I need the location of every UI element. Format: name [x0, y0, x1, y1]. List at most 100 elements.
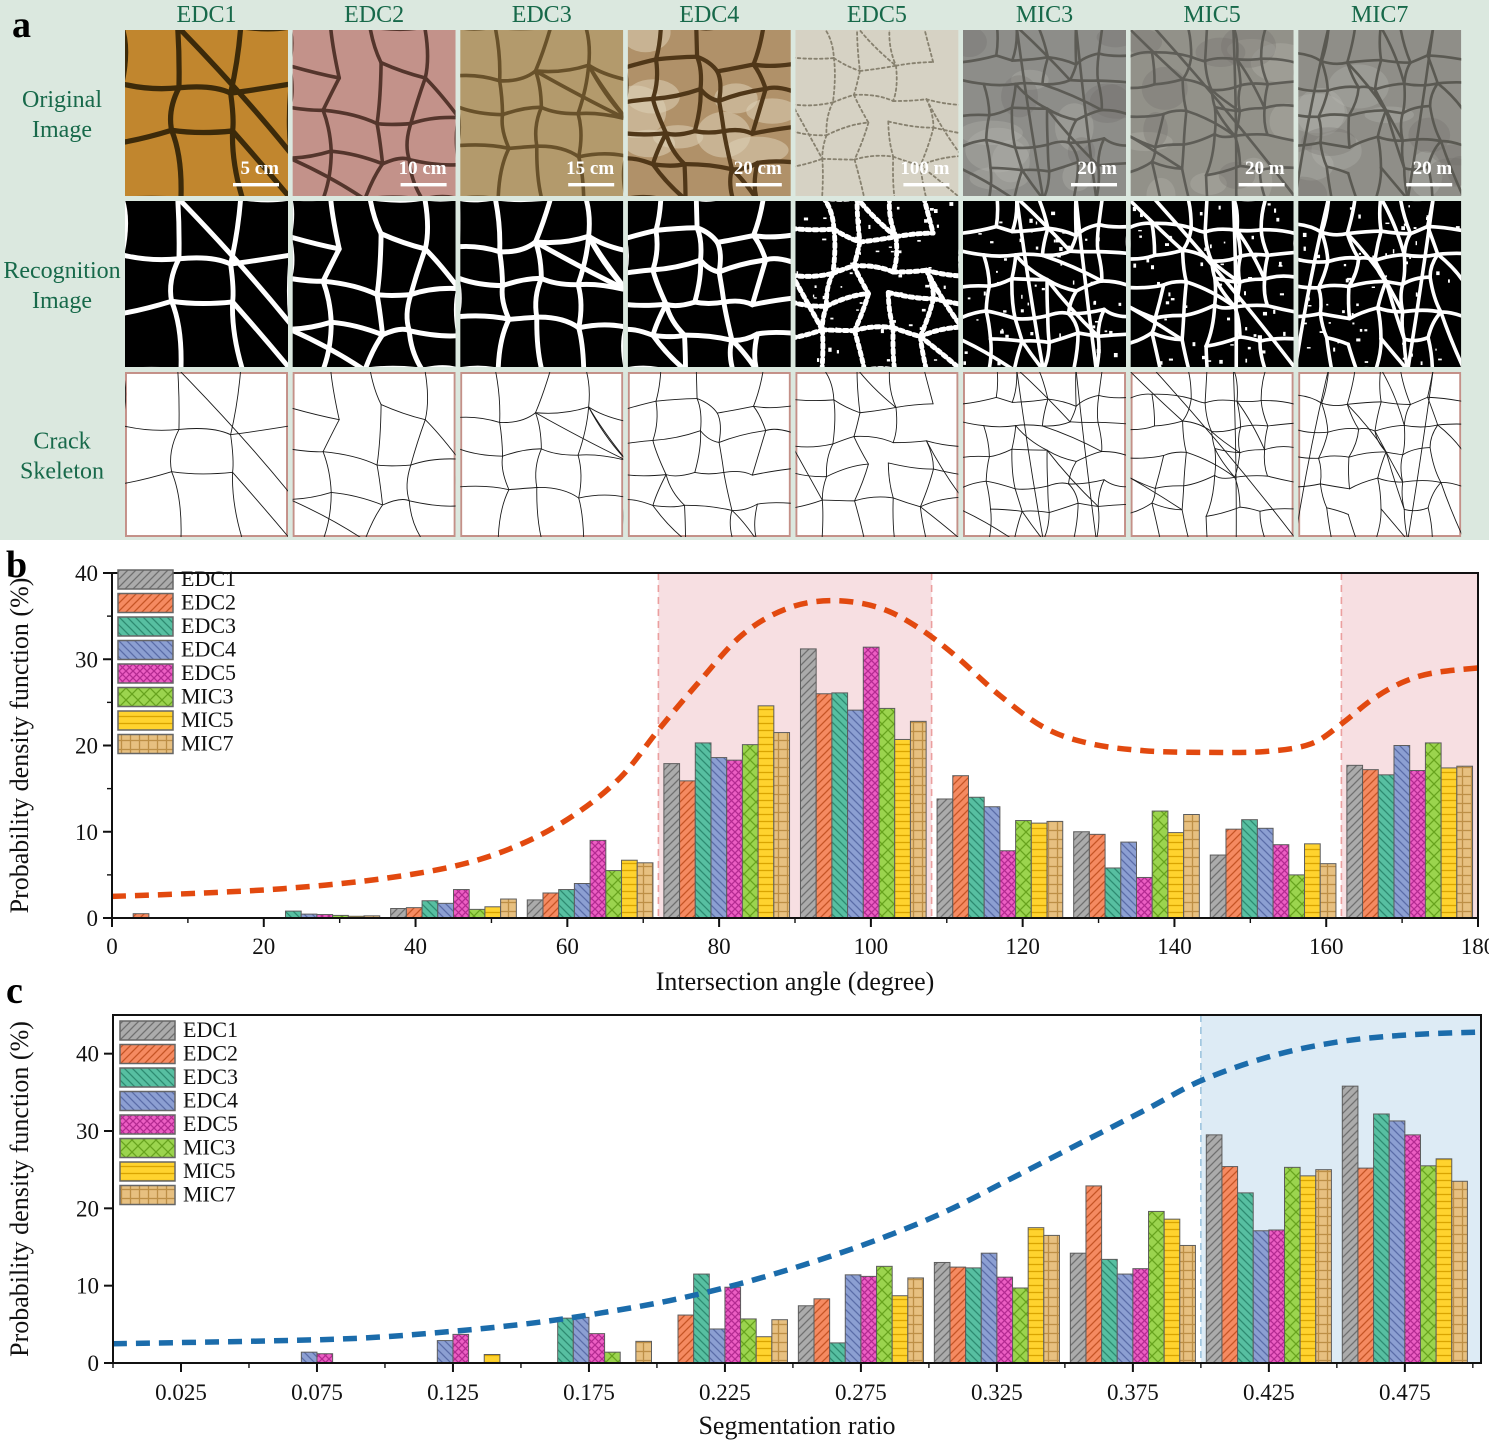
bar [1151, 810, 1169, 919]
bar [621, 859, 638, 919]
scale-bar-MIC7: 20 m [1406, 158, 1453, 187]
bar [1256, 827, 1274, 919]
y-axis-label-b: Probability density function (%) [5, 578, 34, 914]
bar [755, 1336, 773, 1364]
bar [1304, 843, 1321, 919]
row-label: Recognition [3, 258, 120, 284]
scale-bar-text: 20 m [1245, 158, 1285, 179]
bar [526, 899, 544, 919]
x-axis-label-c: Segmentation ratio [698, 1411, 895, 1440]
bar [1148, 1210, 1165, 1364]
tile-recognition-EDC4 [627, 201, 791, 367]
bar [965, 1267, 982, 1364]
bar [952, 775, 969, 919]
bar [1252, 1230, 1270, 1364]
y-tick-label: 40 [75, 561, 98, 586]
axis-ticks-b [103, 572, 1479, 927]
bar [1088, 833, 1106, 919]
scale-bar-line [735, 183, 782, 187]
series-EDC4-bars [300, 709, 1411, 919]
bar [773, 732, 791, 919]
bar [452, 1333, 470, 1364]
bar [1237, 1192, 1254, 1364]
y-axis-label-c: Probability density function (%) [5, 1021, 34, 1357]
bar [1030, 822, 1048, 919]
legend-label: MIC3 [181, 684, 234, 709]
tile-skeleton-EDC2 [292, 372, 456, 537]
bar [771, 1319, 788, 1364]
bar [967, 796, 985, 919]
bar [1319, 863, 1337, 919]
bar [1404, 1134, 1421, 1364]
legend-item-MIC7: MIC7 [119, 1182, 236, 1207]
series-MIC7-bars [363, 720, 1474, 919]
legend-label: EDC4 [183, 1088, 238, 1113]
bar [636, 862, 654, 919]
legend-label: EDC1 [183, 1017, 238, 1042]
x-tick-label: 0.125 [427, 1380, 479, 1405]
bar [936, 798, 954, 919]
bar [484, 906, 502, 919]
bar [1221, 1166, 1239, 1364]
bar [557, 1317, 574, 1364]
bar [1085, 1185, 1103, 1364]
series-EDC1-bars [390, 648, 1364, 919]
bar [588, 1333, 606, 1364]
series-MIC5-bars [483, 1158, 1453, 1364]
scale-bar-EDC5: 100 m [900, 158, 950, 187]
fitted-curve-c [112, 1029, 1482, 1347]
bar [726, 759, 743, 919]
bar [1288, 874, 1306, 919]
bar [284, 910, 302, 919]
bar [453, 889, 470, 919]
legend-label: MIC5 [181, 707, 234, 732]
series-EDC4-bars [300, 1120, 1406, 1364]
legend-swatch [117, 616, 174, 637]
row-label: Original [22, 87, 102, 113]
bar [933, 1261, 951, 1364]
bar [300, 1351, 318, 1364]
scale-bar-text: 20 m [1413, 158, 1453, 179]
legend-label: MIC5 [183, 1158, 236, 1183]
panel-a: Original Image Recognition Image Crack Skelet… [3, 2, 1462, 537]
x-tick-label: 0.225 [699, 1380, 751, 1405]
column-header-EDC3: EDC3 [512, 2, 572, 28]
x-tick-label: 0.425 [1243, 1380, 1295, 1405]
tile-recognition-EDC3 [460, 201, 624, 367]
legend-item-MIC5: MIC5 [119, 1158, 236, 1183]
column-header-MIC3: MIC3 [1016, 2, 1073, 28]
legend-swatch [119, 1020, 176, 1041]
scale-bar-text: 10 cm [399, 158, 447, 179]
bar [708, 1328, 726, 1364]
bar [542, 892, 560, 919]
bar [693, 1273, 710, 1364]
bar [558, 889, 575, 919]
y-tick-label: 40 [76, 1042, 99, 1067]
bar [1268, 1229, 1286, 1364]
bar [1116, 1273, 1134, 1364]
x-tick-label: 0.025 [155, 1380, 207, 1405]
tile-recognition-MIC3 [963, 201, 1126, 367]
bar [500, 898, 517, 919]
x-tick-label: 0.075 [291, 1380, 343, 1405]
bar [891, 1295, 909, 1364]
y-tick-label: 10 [75, 820, 98, 845]
bar [1435, 1158, 1453, 1364]
bar [1419, 1165, 1437, 1364]
tile-original-MIC5 [1130, 30, 1294, 196]
tile-original-MIC3 [963, 30, 1126, 196]
legend-item-EDC4: EDC4 [119, 1088, 238, 1113]
legend-item-EDC4: EDC4 [117, 637, 236, 662]
bar [572, 1316, 590, 1364]
x-tick-label: 160 [1309, 934, 1344, 959]
bar [1284, 1166, 1301, 1364]
scale-bar-EDC4: 20 cm [734, 158, 782, 187]
bar [1179, 1244, 1196, 1364]
scale-bar-MIC5: 20 m [1238, 158, 1285, 187]
x-tick-label: 0.475 [1379, 1380, 1431, 1405]
bar [813, 1298, 831, 1364]
bar [1241, 819, 1258, 919]
bar [679, 780, 696, 919]
legend-item-EDC3: EDC3 [117, 613, 236, 638]
